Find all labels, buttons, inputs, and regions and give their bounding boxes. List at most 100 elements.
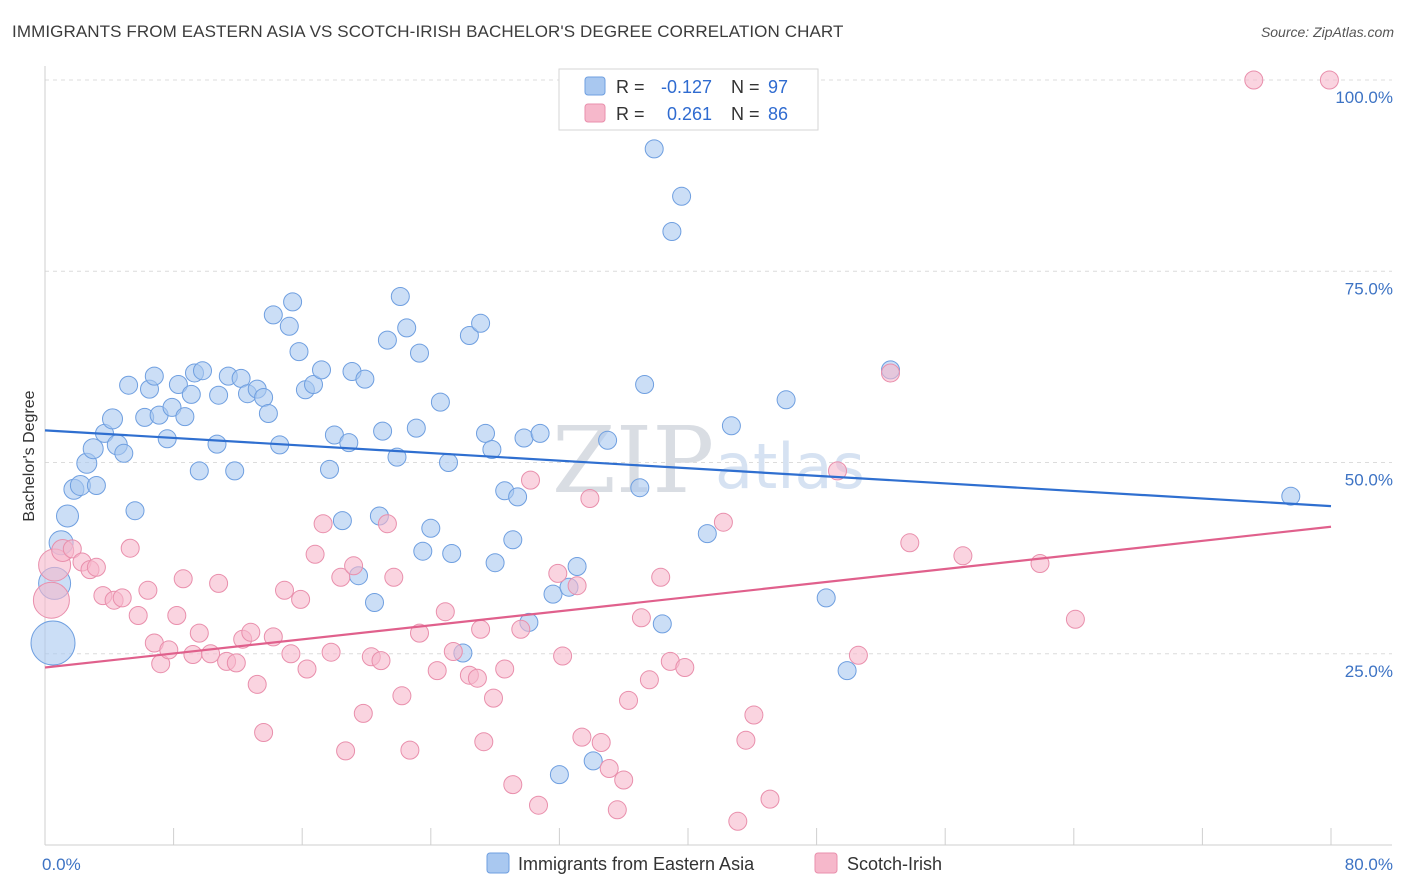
point-scotch-irish-62 — [567, 576, 587, 596]
point-eastern-asia-92 — [816, 588, 836, 608]
point-eastern-asia-3 — [56, 504, 79, 528]
point-eastern-asia-73 — [508, 487, 528, 507]
legend-swatch-pink — [584, 103, 606, 123]
point-eastern-asia-58 — [406, 418, 426, 438]
point-eastern-asia-20 — [162, 397, 182, 417]
point-scotch-irish-49 — [443, 642, 463, 661]
point-eastern-asia-60 — [413, 541, 433, 561]
point-scotch-irish-44 — [392, 686, 412, 706]
point-scotch-irish-68 — [614, 770, 634, 790]
point-eastern-asia-82 — [598, 430, 618, 450]
legend-swatch-blue — [584, 76, 606, 96]
x-tick-label-0: 0.0% — [42, 855, 81, 874]
x-tick-label-80: 80.0% — [1345, 855, 1393, 874]
point-scotch-irish-86 — [1065, 609, 1085, 629]
point-scotch-irish-64 — [580, 489, 600, 508]
point-scotch-irish-38 — [344, 556, 364, 576]
legend-n-label-2: N = — [731, 104, 760, 124]
point-eastern-asia-39 — [283, 292, 303, 312]
point-eastern-asia-74 — [514, 428, 534, 448]
point-eastern-asia-13 — [119, 375, 139, 395]
point-eastern-asia-95 — [1281, 486, 1301, 506]
point-eastern-asia-51 — [365, 593, 384, 612]
point-eastern-asia-54 — [377, 330, 397, 350]
point-eastern-asia-8 — [86, 476, 106, 495]
point-eastern-asia-66 — [459, 326, 479, 345]
point-eastern-asia-46 — [332, 511, 352, 531]
point-scotch-irish-77 — [736, 730, 756, 750]
point-scotch-irish-75 — [713, 512, 733, 532]
point-scotch-irish-9 — [112, 588, 132, 608]
point-eastern-asia-7 — [82, 438, 104, 460]
legend-r-label-2: R = — [616, 104, 645, 124]
point-scotch-irish-19 — [189, 623, 209, 643]
tick-labels: 25.0% 50.0% 75.0% 100.0% 0.0% 80.0% — [42, 88, 1393, 874]
point-scotch-irish-41 — [371, 651, 391, 671]
point-scotch-irish-25 — [241, 622, 261, 642]
point-scotch-irish-65 — [591, 733, 611, 752]
point-eastern-asia-89 — [697, 524, 717, 544]
point-eastern-asia-17 — [144, 366, 164, 386]
point-eastern-asia-77 — [543, 584, 563, 604]
bottom-legend-label-scotch-irish: Scotch-Irish — [847, 854, 942, 874]
point-eastern-asia-64 — [442, 544, 462, 563]
point-scotch-irish-36 — [331, 567, 351, 587]
point-eastern-asia-57 — [397, 318, 417, 338]
point-eastern-asia-62 — [430, 392, 450, 412]
point-eastern-asia-69 — [482, 440, 502, 459]
point-scotch-irish-69 — [619, 690, 638, 710]
point-eastern-asia-84 — [635, 375, 655, 394]
point-scotch-irish-71 — [639, 670, 659, 690]
bottom-legend: Immigrants from Eastern Asia Scotch-Iris… — [486, 852, 942, 874]
point-eastern-asia-44 — [320, 459, 339, 479]
point-eastern-asia-59 — [410, 343, 429, 363]
point-scotch-irish-55 — [495, 659, 515, 679]
point-eastern-asia-93 — [837, 661, 857, 681]
point-eastern-asia-61 — [421, 518, 441, 538]
point-scotch-irish-29 — [275, 580, 294, 600]
point-eastern-asia-43 — [312, 360, 331, 380]
point-eastern-asia-78 — [549, 765, 569, 785]
legend-r-label-1: R = — [616, 77, 645, 97]
point-scotch-irish-35 — [321, 642, 341, 662]
point-scotch-irish-63 — [572, 727, 592, 747]
point-eastern-asia-91 — [776, 390, 796, 410]
point-eastern-asia-55 — [387, 447, 407, 467]
point-scotch-irish-57 — [511, 619, 531, 639]
point-scotch-irish-15 — [159, 640, 179, 660]
bottom-legend-swatch-pink — [814, 852, 838, 874]
point-scotch-irish-70 — [631, 608, 651, 628]
point-scotch-irish-43 — [384, 567, 404, 587]
point-scotch-irish-78 — [744, 705, 764, 725]
point-scotch-irish-51 — [467, 668, 487, 688]
point-scotch-irish-39 — [353, 703, 373, 723]
point-scotch-irish-45 — [400, 740, 420, 760]
y-axis-label: Bachelor's Degree — [21, 390, 38, 521]
point-scotch-irish-61 — [553, 646, 573, 666]
watermark-zip: ZIP — [552, 407, 714, 514]
legend: R = -0.127 N = 97 R = 0.261 N = 86 — [558, 68, 819, 131]
point-scotch-irish-34 — [313, 514, 333, 534]
point-scotch-irish-52 — [471, 619, 491, 639]
point-scotch-irish-20 — [201, 644, 221, 664]
legend-r-value-2: 0.261 — [667, 104, 712, 124]
point-scotch-irish-72 — [651, 567, 671, 587]
point-scotch-irish-21 — [209, 573, 229, 593]
point-eastern-asia-38 — [279, 316, 299, 336]
point-eastern-asia-35 — [258, 404, 278, 423]
point-scotch-irish-67 — [607, 800, 627, 820]
point-eastern-asia-12 — [114, 443, 134, 463]
point-scotch-irish-32 — [297, 659, 317, 679]
point-eastern-asia-81 — [583, 751, 603, 771]
point-eastern-asia-28 — [209, 385, 229, 405]
point-scotch-irish-58 — [521, 470, 540, 490]
y-tick-label-25: 25.0% — [1345, 662, 1393, 681]
point-scotch-irish-33 — [305, 544, 325, 564]
source-credit: Source: ZipAtlas.com — [1260, 24, 1394, 40]
point-scotch-irish-83 — [900, 533, 920, 553]
point-eastern-asia-26 — [193, 361, 212, 381]
point-scotch-irish-84 — [953, 546, 973, 566]
point-scotch-irish-18 — [183, 645, 203, 664]
point-scotch-irish-82 — [881, 363, 900, 383]
